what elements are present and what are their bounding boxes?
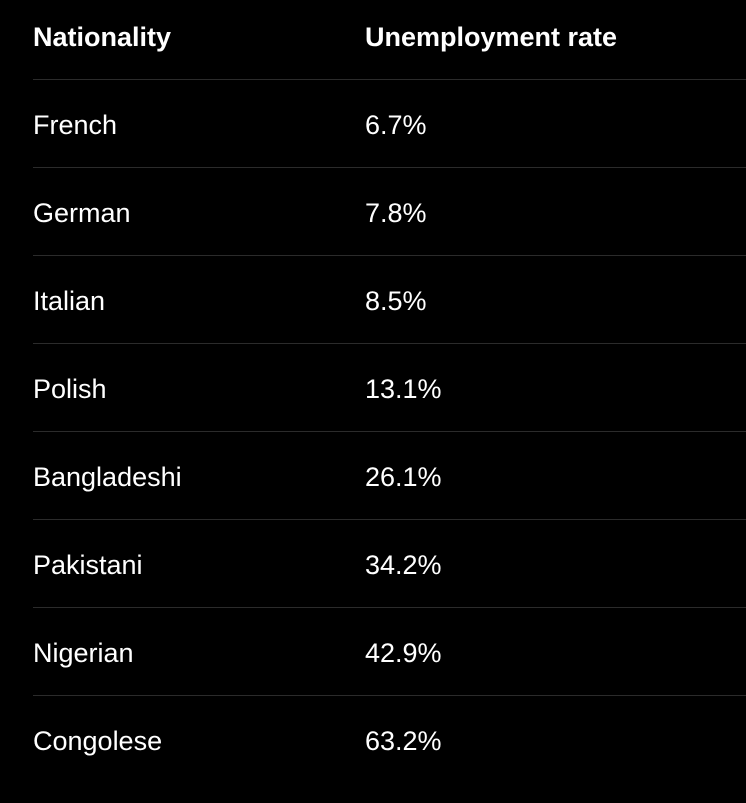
nationality-cell: French (33, 110, 118, 140)
rate-cell: 63.2% (365, 726, 442, 756)
row-divider (33, 255, 746, 256)
row-divider (33, 607, 746, 608)
rate-cell: 7.8% (365, 198, 427, 228)
rate-cell: 13.1% (365, 374, 442, 404)
rate-cell: 42.9% (365, 638, 442, 668)
header-cell: Nationality (33, 22, 172, 52)
row-divider (33, 343, 746, 344)
row-divider (33, 695, 746, 696)
nationality-cell: Polish (33, 374, 107, 404)
nationality-cell: German (33, 198, 131, 228)
rate-cell: 34.2% (365, 550, 442, 580)
rate-cell: 6.7% (365, 110, 427, 140)
rate-cell: 26.1% (365, 462, 442, 492)
row-divider (33, 167, 746, 168)
row-divider (33, 431, 746, 432)
row-divider (33, 79, 746, 80)
nationality-cell: Bangladeshi (33, 462, 182, 492)
row-divider (33, 519, 746, 520)
nationality-cell: Congolese (33, 726, 163, 756)
nationality-cell: Italian (33, 286, 106, 316)
header-cell: Unemployment rate (365, 22, 618, 52)
nationality-cell: Pakistani (33, 550, 143, 580)
rate-cell: 8.5% (365, 286, 427, 316)
nationality-cell: Nigerian (33, 638, 134, 668)
